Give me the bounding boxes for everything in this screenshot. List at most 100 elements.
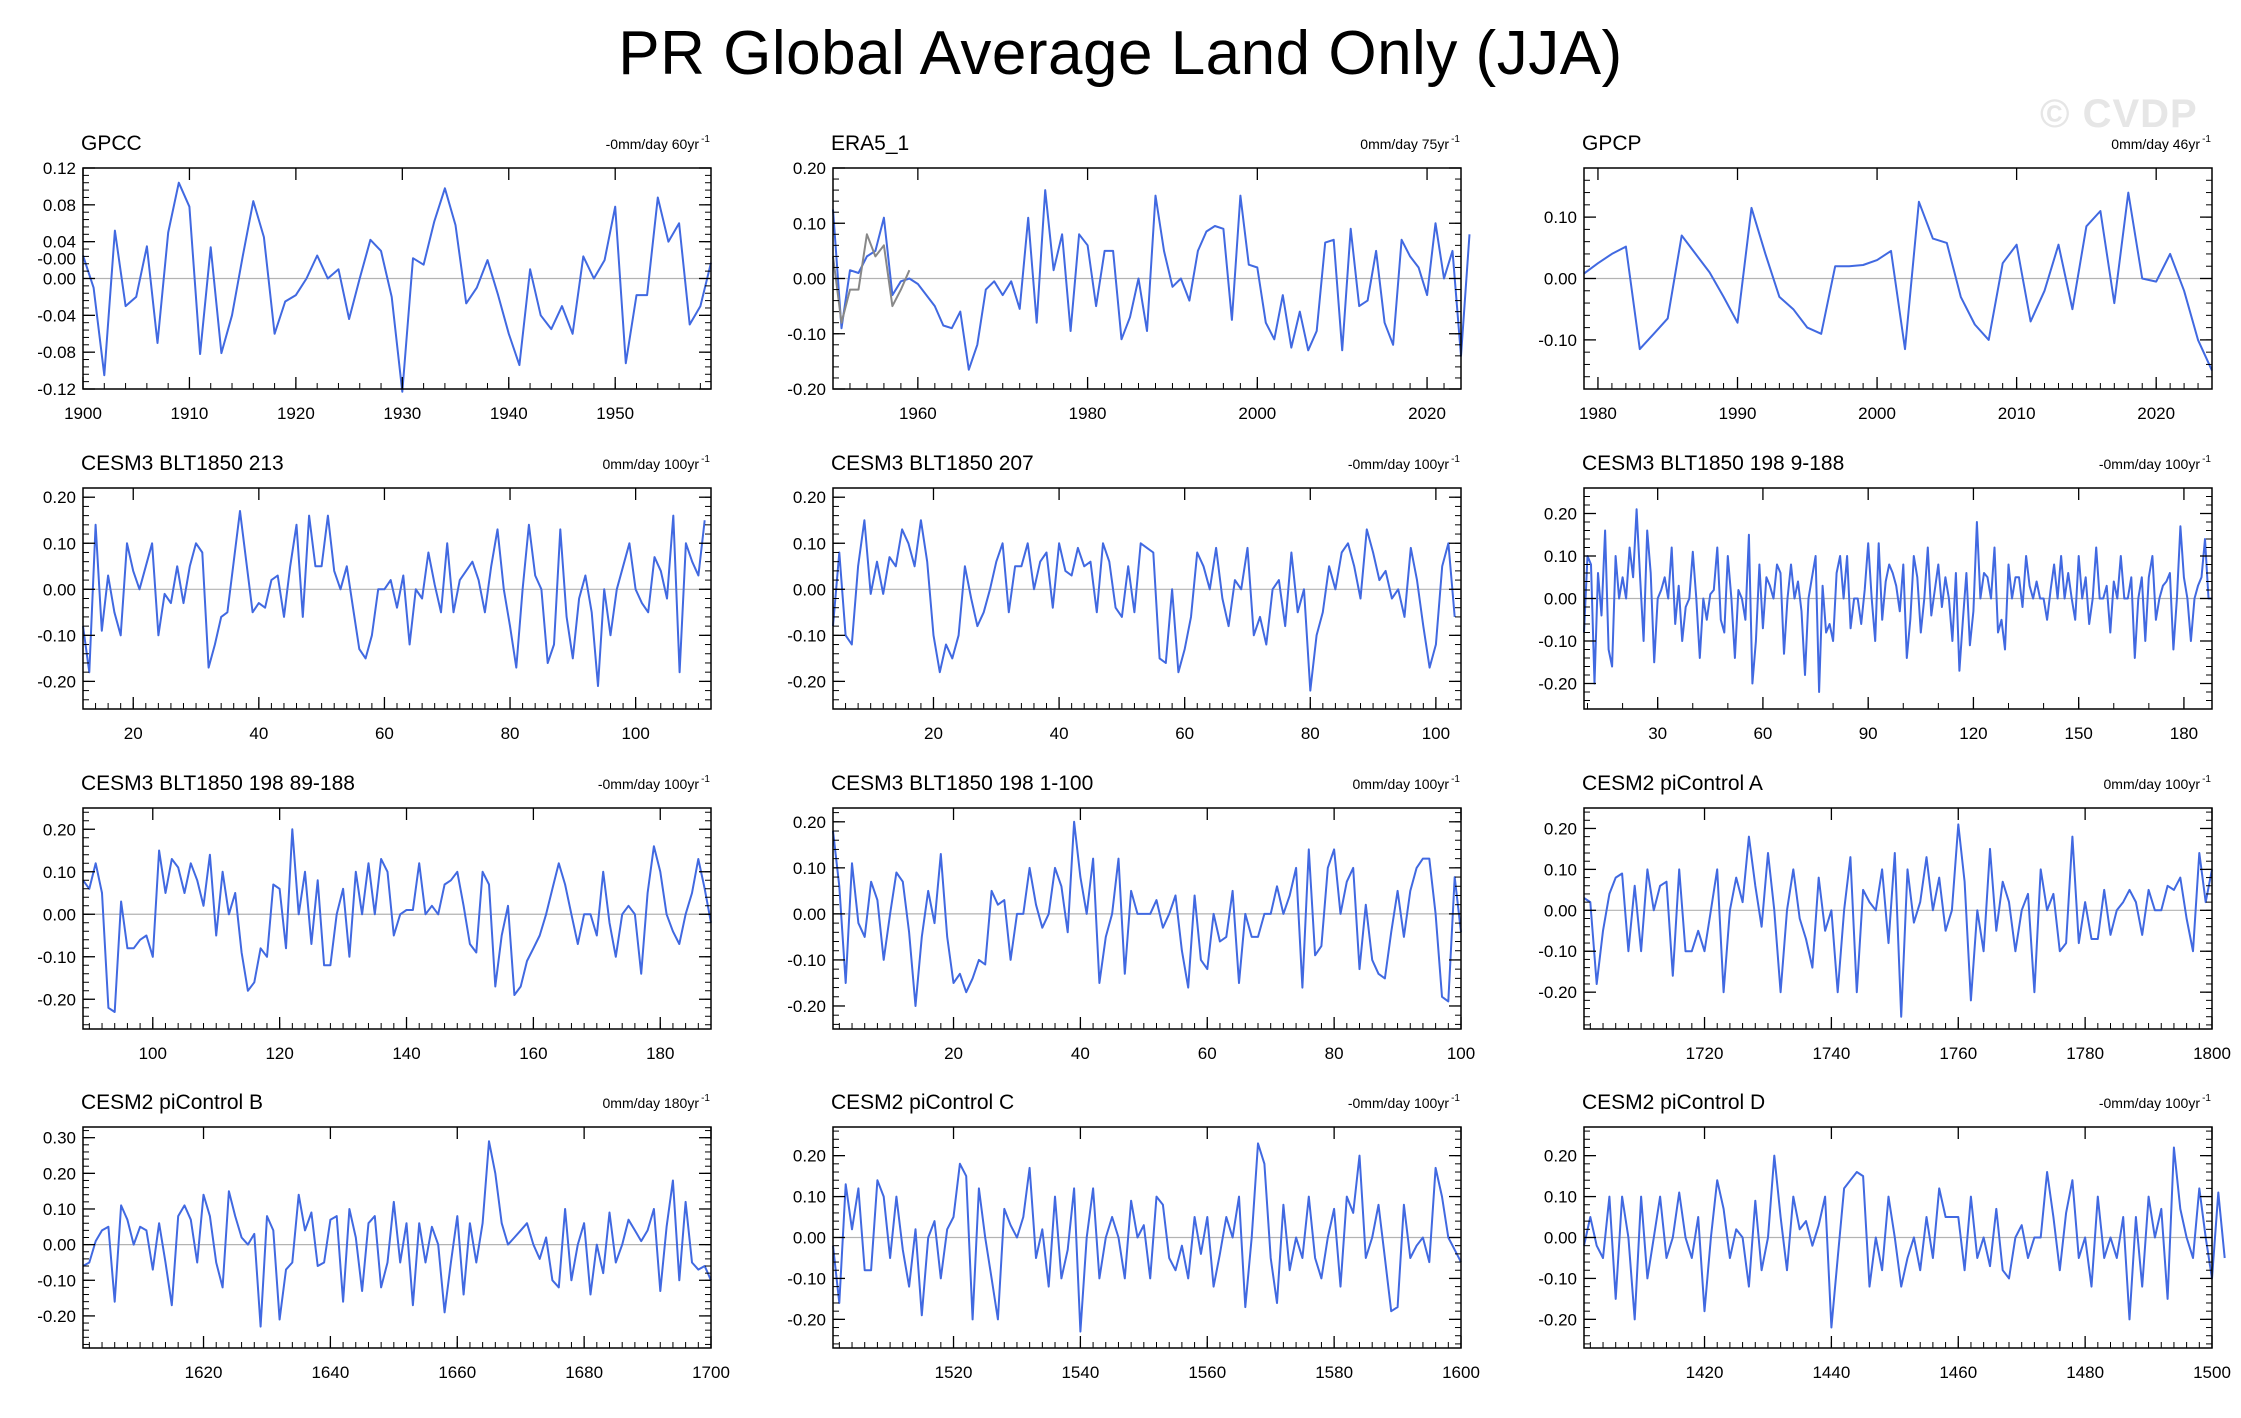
panel-8-y-tick-label: -0.10 [787,951,826,970]
panel-1-series-1 [82,181,712,393]
panel-2-y-tick-label: -0.20 [787,380,826,399]
panel-2-y-tick-label: 0.10 [793,214,826,233]
figure-title: PR Global Average Land Only (JJA) [618,19,1623,88]
panel-11-y-tick-label: 0.00 [793,1229,826,1248]
panel-6-x-tick-label: 30 [1648,724,1667,743]
panel-5-y-tick-label: 0.20 [793,488,826,507]
panel-3-trend-sup: -1 [2202,134,2211,145]
panel-10: CESM2 piControl B 0mm/day 180yr -1 1620 1640… [37,1091,730,1382]
panel-6-trend-label: -0mm/day 100yr [2099,456,2200,472]
panel-4-x-tick-label: 80 [501,724,520,743]
panel-6-x-tick-label: 180 [2170,724,2198,743]
panel-11-x-tick-label: 1540 [1061,1363,1099,1382]
panel-8-y-tick-label: 0.00 [793,905,826,924]
panel-12-y-tick-label: -0.20 [1538,1310,1577,1329]
panel-7: CESM3 BLT1850 198 89-188 -0mm/day 100yr -1… [37,772,712,1063]
panel-5-trend-sup: -1 [1451,454,1460,465]
panel-9-x-tick-label: 1720 [1686,1044,1724,1063]
panel-6-x-tick-label: 150 [2064,724,2092,743]
panel-8-title: CESM3 BLT1850 198 1-100 [831,772,1093,795]
panel-7-y-tick-label: -0.10 [37,948,76,967]
panel-1-y-tick-label: -0.08 [37,343,76,362]
panel-12-title: CESM2 piControl D [1582,1091,1765,1114]
panel-5-y-tick-label: -0.20 [787,672,826,691]
panel-5-title: CESM3 BLT1850 207 [831,452,1034,475]
panel-4-trend-sup: -1 [701,454,710,465]
panel-2-series-1 [832,189,1471,371]
panel-9-trend-label: 0mm/day 100yr [2104,776,2201,792]
panel-6: CESM3 BLT1850 198 9-188 -0mm/day 100yr -1 3… [1538,452,2213,743]
panel-4-series-1 [82,510,706,687]
panel-9-y-tick-label: 0.20 [1544,819,1577,838]
panel-1-y-tick-label: 0.12 [43,159,76,178]
panel-1-y-tick-label: 0.00 [43,270,76,289]
panel-10-y-tick-label: 0.30 [43,1129,76,1148]
panel-8-x-tick-label: 100 [1447,1044,1475,1063]
panel-5: CESM3 BLT1850 207 -0mm/day 100yr -1 20 40 60 8… [787,452,1462,743]
panel-1-y-tick-label: -0.12 [37,380,76,399]
panel-1-y-tick-label: 0.04 [43,233,76,252]
panel-12-y-tick-label: 0.10 [1544,1188,1577,1207]
panel-12-y-tick-label: 0.00 [1544,1229,1577,1248]
panel-2-x-tick-label: 1960 [899,404,937,423]
panel-5-trend-label: -0mm/day 100yr [1348,456,1449,472]
panel-4-title: CESM3 BLT1850 213 [81,452,284,475]
panel-4-frame [82,487,712,710]
panel-9-y-tick-label: -0.10 [1538,942,1577,961]
panel-3-x-tick-label: 1980 [1579,404,1617,423]
panel-3-y-tick-label: 0.10 [1544,208,1577,227]
panel-2-y-tick-label: 0.20 [793,159,826,178]
panel-7-x-tick-label: 120 [265,1044,293,1063]
panel-8: CESM3 BLT1850 198 1-100 0mm/day 100yr -1 20… [787,772,1475,1063]
panel-7-y-tick-label: 0.20 [43,820,76,839]
panel-7-y-tick-label: -0.20 [37,990,76,1009]
panel-7-title: CESM3 BLT1850 198 89-188 [81,772,355,795]
panel-5-y-tick-label: 0.00 [793,580,826,599]
panel-1-x-tick-label: 1950 [596,404,634,423]
panel-11-y-tick-label: -0.10 [787,1269,826,1288]
panel-8-y-tick-label: 0.10 [793,859,826,878]
panel-6-y-tick-label: -0.10 [1538,632,1577,651]
panel-4-x-tick-label: 40 [249,724,268,743]
panel-8-frame [832,807,1462,1030]
panel-1-y-tick-label: -0.04 [37,306,76,325]
panel-6-y-tick-label: -0.20 [1538,675,1577,694]
panel-8-x-tick-label: 20 [944,1044,963,1063]
panel-11-y-tick-label: -0.20 [787,1310,826,1329]
panel-12-x-tick-label: 1460 [1939,1363,1977,1382]
panel-1-trend-label: -0mm/day 60yr [606,136,700,152]
panel-2-x-tick-label: 1980 [1069,404,1107,423]
panel-2-title: ERA5_1 [831,132,909,155]
panel-7-x-tick-label: 100 [139,1044,167,1063]
panel-7-x-tick-label: 180 [646,1044,674,1063]
panel-5-x-tick-label: 80 [1301,724,1320,743]
panel-4: CESM3 BLT1850 213 0mm/day 100yr -1 20 40 60 80… [37,452,712,743]
panel-3-x-tick-label: 2020 [2137,404,2175,423]
panel-1-x-tick-label: 1930 [383,404,421,423]
panel-1-title: GPCC [81,132,142,155]
panel-9-title: CESM2 piControl A [1582,772,1763,795]
panel-2: ERA5_1 0mm/day 75yr -1 1960 1980 2000 2020 -0.2… [787,132,1471,423]
panel-5-x-tick-label: 100 [1422,724,1450,743]
panel-9-x-tick-label: 1740 [1812,1044,1850,1063]
panel-3-x-tick-label: 2010 [1998,404,2036,423]
panel-6-trend-sup: -1 [2202,454,2211,465]
panel-3-x-tick-label: 2000 [1858,404,1896,423]
panel-10-title: CESM2 piControl B [81,1091,263,1114]
panel-5-x-tick-label: 20 [924,724,943,743]
panel-1-x-tick-label: 1900 [64,404,102,423]
panel-8-y-tick-label: -0.20 [787,997,826,1016]
panel-12-x-tick-label: 1420 [1686,1363,1724,1382]
panel-10-y-tick-label: -0.20 [37,1307,76,1326]
panel-10-y-tick-label: 0.00 [43,1236,76,1255]
panel-4-y-tick-label: 0.10 [43,534,76,553]
panel-8-trend-label: 0mm/day 100yr [1353,776,1450,792]
panel-4-x-tick-label: 60 [375,724,394,743]
panel-5-frame [832,487,1462,710]
panel-6-y-tick-label: 0.00 [1544,590,1577,609]
panel-8-x-tick-label: 60 [1198,1044,1217,1063]
panel-10-trend-label: 0mm/day 180yr [603,1095,700,1111]
panel-11-y-tick-label: 0.10 [793,1188,826,1207]
